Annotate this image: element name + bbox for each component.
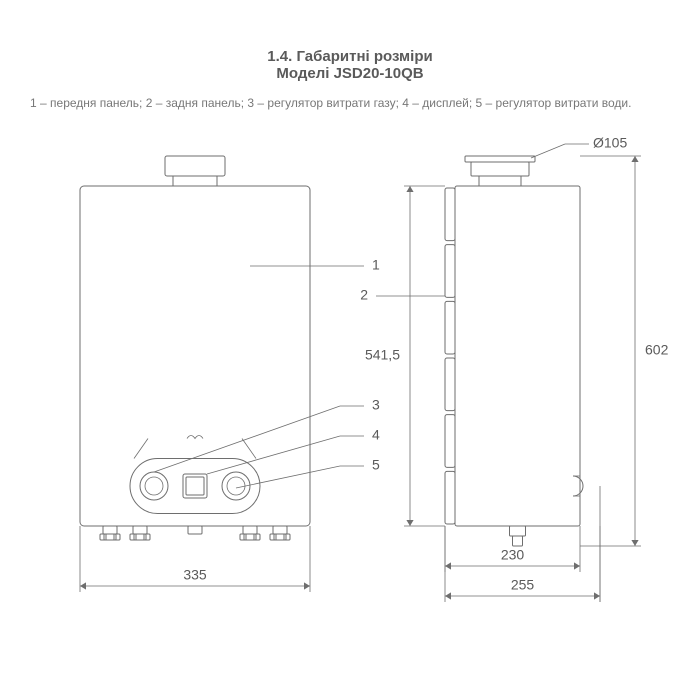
svg-text:1: 1 [372,257,380,273]
svg-text:2: 2 [360,287,368,303]
svg-text:3: 3 [372,397,380,413]
svg-text:335: 335 [183,567,207,583]
svg-text:255: 255 [511,577,535,593]
dimension-drawing: 335 1 3 4 5 2 541,5 602 230 255 Ø105 [0,116,700,676]
svg-text:4: 4 [372,427,380,443]
svg-text:602: 602 [645,342,669,358]
svg-text:5: 5 [372,457,380,473]
page-title-1: 1.4. Габаритні розміри [0,48,700,65]
legend-text: 1 – передня панель; 2 – задня панель; 3 … [30,96,631,110]
svg-text:541,5: 541,5 [365,347,400,363]
svg-text:230: 230 [501,547,525,563]
page-title-2: Моделі JSD20-10QB [0,65,700,82]
svg-text:Ø105: Ø105 [593,135,627,151]
